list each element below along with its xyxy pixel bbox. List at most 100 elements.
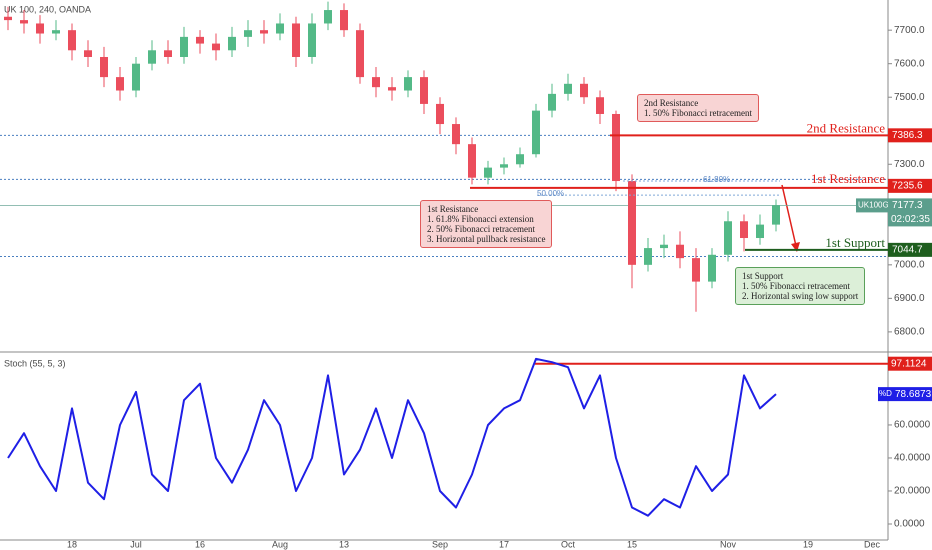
candle-body — [356, 30, 364, 78]
candle-body — [628, 181, 636, 265]
candle-body — [260, 30, 268, 34]
candle-body — [212, 43, 220, 51]
candle-body — [468, 144, 476, 178]
candle-body — [740, 221, 748, 239]
y-tick-label: 60.0000 — [894, 420, 931, 431]
symbol-tag-label: UK100GBP — [858, 201, 899, 210]
x-tick-label: Oct — [561, 539, 576, 549]
y-tick-label: 6900.0 — [894, 293, 925, 304]
x-tick-label: 13 — [339, 539, 349, 549]
y-tick-label: 7500.0 — [894, 92, 925, 103]
x-tick-label: Dec — [864, 539, 881, 549]
candle-body — [100, 56, 108, 78]
callout-line: 2. 50% Fibonacci retracement — [427, 224, 535, 234]
y-tick-label: 40.0000 — [894, 453, 931, 464]
stoch-level-label: 97.1124 — [891, 358, 927, 369]
candle-body — [116, 77, 124, 91]
candle-body — [484, 167, 492, 178]
candle-body — [84, 50, 92, 57]
candle-body — [580, 83, 588, 98]
indicator-title: Stoch (55, 5, 3) — [4, 358, 66, 368]
fib-label: 50.00% — [537, 189, 564, 198]
stoch-level-tag — [888, 356, 932, 371]
candle-body — [52, 30, 60, 34]
candle-body — [564, 83, 572, 94]
callout-title: 2nd Resistance — [644, 98, 699, 108]
callout-line: 1. 50% Fibonacci retracement — [644, 108, 752, 118]
y-tick-label: 7000.0 — [894, 259, 925, 270]
stoch-line — [7, 357, 777, 517]
callout-title: 1st Support — [742, 271, 784, 281]
candle-body — [324, 10, 332, 24]
candle-body — [132, 63, 140, 91]
symbol-tag — [856, 198, 888, 213]
callout: 1st Support 1. 50% Fibonacci retracement 2… — [735, 267, 866, 305]
candle-body — [420, 77, 428, 104]
y-tick-label: 20.0000 — [894, 486, 931, 497]
series-value-tag — [892, 387, 932, 402]
countdown-label: 02:02:35 — [891, 214, 930, 225]
level-tag-label: 7235.6 — [892, 180, 923, 191]
x-tick-label: Aug — [272, 539, 288, 549]
callout-line: 1. 50% Fibonacci retracement — [742, 281, 850, 291]
level-tag-label: 7044.7 — [892, 244, 923, 255]
candle-body — [276, 23, 284, 34]
series-value-label: 78.6873 — [895, 389, 932, 400]
x-tick-label: Sep — [432, 539, 448, 549]
candle-body — [196, 36, 204, 44]
candle-body — [452, 124, 460, 145]
candle-body — [436, 103, 444, 125]
level-name: 1st Resistance — [811, 171, 885, 186]
candle-body — [548, 93, 556, 111]
candle-body — [404, 77, 412, 91]
price-tag — [888, 198, 932, 227]
candle-body — [724, 221, 732, 255]
candle-body — [228, 36, 236, 51]
candle-body — [308, 23, 316, 57]
arrow — [781, 184, 797, 247]
level-name: 1st Support — [825, 235, 885, 250]
candle-body — [372, 77, 380, 88]
candle-body — [596, 97, 604, 114]
y-tick-label: 6800.0 — [894, 327, 925, 338]
callout-line: 2. Horizontal swing low support — [742, 291, 859, 301]
candle-body — [516, 154, 524, 165]
candle-body — [612, 113, 620, 182]
x-tick-label: Jul — [130, 539, 142, 549]
x-tick-label: 16 — [195, 539, 205, 549]
callout-line: 1. 61.8% Fibonacci extension — [427, 214, 534, 224]
level-name: 2nd Resistance — [807, 120, 886, 135]
price-tag-label: 7177.3 — [892, 200, 923, 211]
y-tick-label: 7600.0 — [894, 58, 925, 69]
candle-body — [164, 50, 172, 57]
level-tag — [888, 242, 932, 257]
level-tag — [888, 178, 932, 193]
candle-body — [148, 50, 156, 64]
symbol-title: UK 100, 240, OANDA — [4, 4, 91, 14]
candle-body — [532, 110, 540, 155]
y-tick-label: 7300.0 — [894, 159, 925, 170]
candle-body — [676, 244, 684, 259]
candle-body — [36, 23, 44, 34]
candle-body — [500, 164, 508, 168]
series-name: %D — [879, 389, 892, 398]
candle-body — [772, 205, 780, 225]
callout-line: 3. Horizontal pullback resistance — [427, 234, 546, 244]
x-tick-label: Nov — [720, 539, 737, 549]
x-tick-label: 17 — [499, 539, 509, 549]
candle-body — [68, 30, 76, 51]
y-tick-label: 7700.0 — [894, 25, 925, 36]
y-tick-label: 0.0000 — [894, 519, 925, 530]
x-tick-label: 19 — [803, 539, 813, 549]
candle-body — [4, 16, 12, 21]
candle-body — [660, 244, 668, 249]
candle-body — [244, 30, 252, 37]
callout: 1st Resistance 1. 61.8% Fibonacci extensi… — [420, 200, 553, 248]
callout: 2nd Resistance 1. 50% Fibonacci retraceme… — [637, 94, 759, 122]
candle-body — [708, 254, 716, 282]
candle-body — [180, 36, 188, 57]
callout-title: 1st Resistance — [427, 204, 479, 214]
fib-label: 61.80% — [703, 175, 730, 184]
x-tick-label: 18 — [67, 539, 77, 549]
